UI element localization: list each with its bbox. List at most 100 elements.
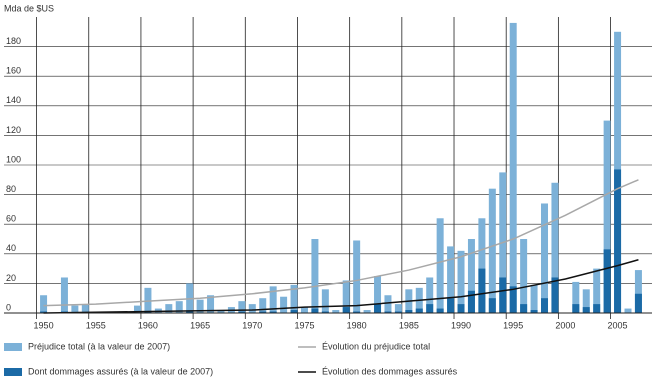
bar	[488, 188, 496, 313]
y-tick-label: 140	[6, 95, 21, 105]
bar	[186, 311, 194, 313]
bar	[311, 239, 319, 313]
bar	[603, 120, 611, 313]
bar	[332, 310, 340, 313]
bar	[60, 277, 68, 313]
bar	[478, 218, 486, 313]
x-tick-label: 2005	[608, 320, 628, 330]
bar	[572, 304, 580, 313]
bar	[614, 169, 622, 313]
y-tick-label: 120	[6, 125, 21, 135]
bar	[426, 277, 434, 313]
bar	[321, 311, 329, 313]
bar	[196, 299, 204, 313]
bar	[509, 286, 517, 313]
x-tick-label: 1965	[190, 320, 210, 330]
bar	[374, 276, 382, 313]
bar	[436, 308, 444, 313]
bar	[582, 289, 590, 313]
bar	[447, 298, 455, 313]
y-tick-label: 180	[6, 36, 21, 46]
legend-label: Évolution des dommages assurés	[322, 366, 458, 376]
bar	[551, 182, 559, 313]
bar	[175, 301, 183, 313]
bar	[353, 240, 361, 313]
bar	[593, 304, 601, 313]
bar	[248, 304, 256, 313]
bar	[447, 246, 455, 313]
bar	[384, 295, 392, 313]
bar	[342, 280, 350, 313]
bar	[269, 286, 277, 313]
trend-line	[43, 258, 639, 314]
x-tick-label: 1970	[242, 320, 262, 330]
x-tick-label: 1975	[294, 320, 314, 330]
bar	[499, 277, 507, 313]
bar	[342, 307, 350, 313]
y-tick-label: 80	[6, 184, 16, 194]
x-tick-label: 1950	[34, 320, 54, 330]
bar	[40, 295, 48, 313]
bar	[259, 298, 267, 313]
bar	[467, 239, 475, 313]
x-tick-label: 1980	[347, 320, 367, 330]
bar	[520, 239, 528, 313]
bar	[311, 308, 319, 313]
bar	[467, 290, 475, 313]
bar	[238, 311, 246, 313]
bar	[290, 284, 298, 313]
bar	[217, 310, 225, 313]
x-tick-label: 1985	[399, 320, 419, 330]
x-tick-label: 1990	[451, 320, 471, 330]
bar	[207, 295, 215, 313]
bar	[415, 308, 423, 313]
bar	[634, 293, 642, 313]
bar	[478, 268, 486, 313]
trend-line	[43, 179, 639, 307]
x-tick-label: 2000	[555, 320, 575, 330]
bar	[488, 298, 496, 313]
bar	[238, 301, 246, 313]
bar	[593, 268, 601, 313]
bar	[582, 307, 590, 313]
bar	[541, 203, 549, 313]
bar	[363, 310, 371, 313]
legend-swatch	[4, 368, 22, 376]
bar	[290, 310, 298, 313]
x-tick-label: 1955	[86, 320, 106, 330]
y-tick-label: 20	[6, 273, 16, 283]
bar	[353, 311, 361, 313]
bar	[551, 277, 559, 313]
bar	[165, 304, 173, 313]
bar	[259, 311, 267, 313]
bar	[572, 281, 580, 313]
bar	[405, 310, 413, 313]
bar	[634, 270, 642, 313]
y-tick-label: 160	[6, 66, 21, 76]
bar	[374, 304, 382, 313]
x-tick-label: 1960	[138, 320, 158, 330]
bar	[530, 284, 538, 313]
y-tick-label: 0	[6, 302, 11, 312]
bar	[624, 308, 632, 313]
bar	[384, 311, 392, 313]
x-tick-label: 1995	[503, 320, 523, 330]
bar	[300, 307, 308, 313]
legend-label: Préjudice total (à la valeur de 2007)	[28, 341, 170, 351]
bar	[71, 305, 79, 313]
bar	[280, 296, 288, 313]
bar	[509, 22, 517, 313]
bar	[81, 304, 89, 313]
bar	[457, 250, 465, 313]
bar	[530, 310, 538, 313]
bar	[541, 298, 549, 313]
y-axis-title: Mda de $US	[4, 3, 54, 13]
bar	[133, 305, 141, 313]
bar	[321, 289, 329, 313]
y-tick-label: 60	[6, 214, 16, 224]
bar	[394, 304, 402, 313]
bar	[394, 311, 402, 313]
legend-label: Évolution du préjudice total	[322, 341, 430, 351]
bar	[603, 249, 611, 313]
